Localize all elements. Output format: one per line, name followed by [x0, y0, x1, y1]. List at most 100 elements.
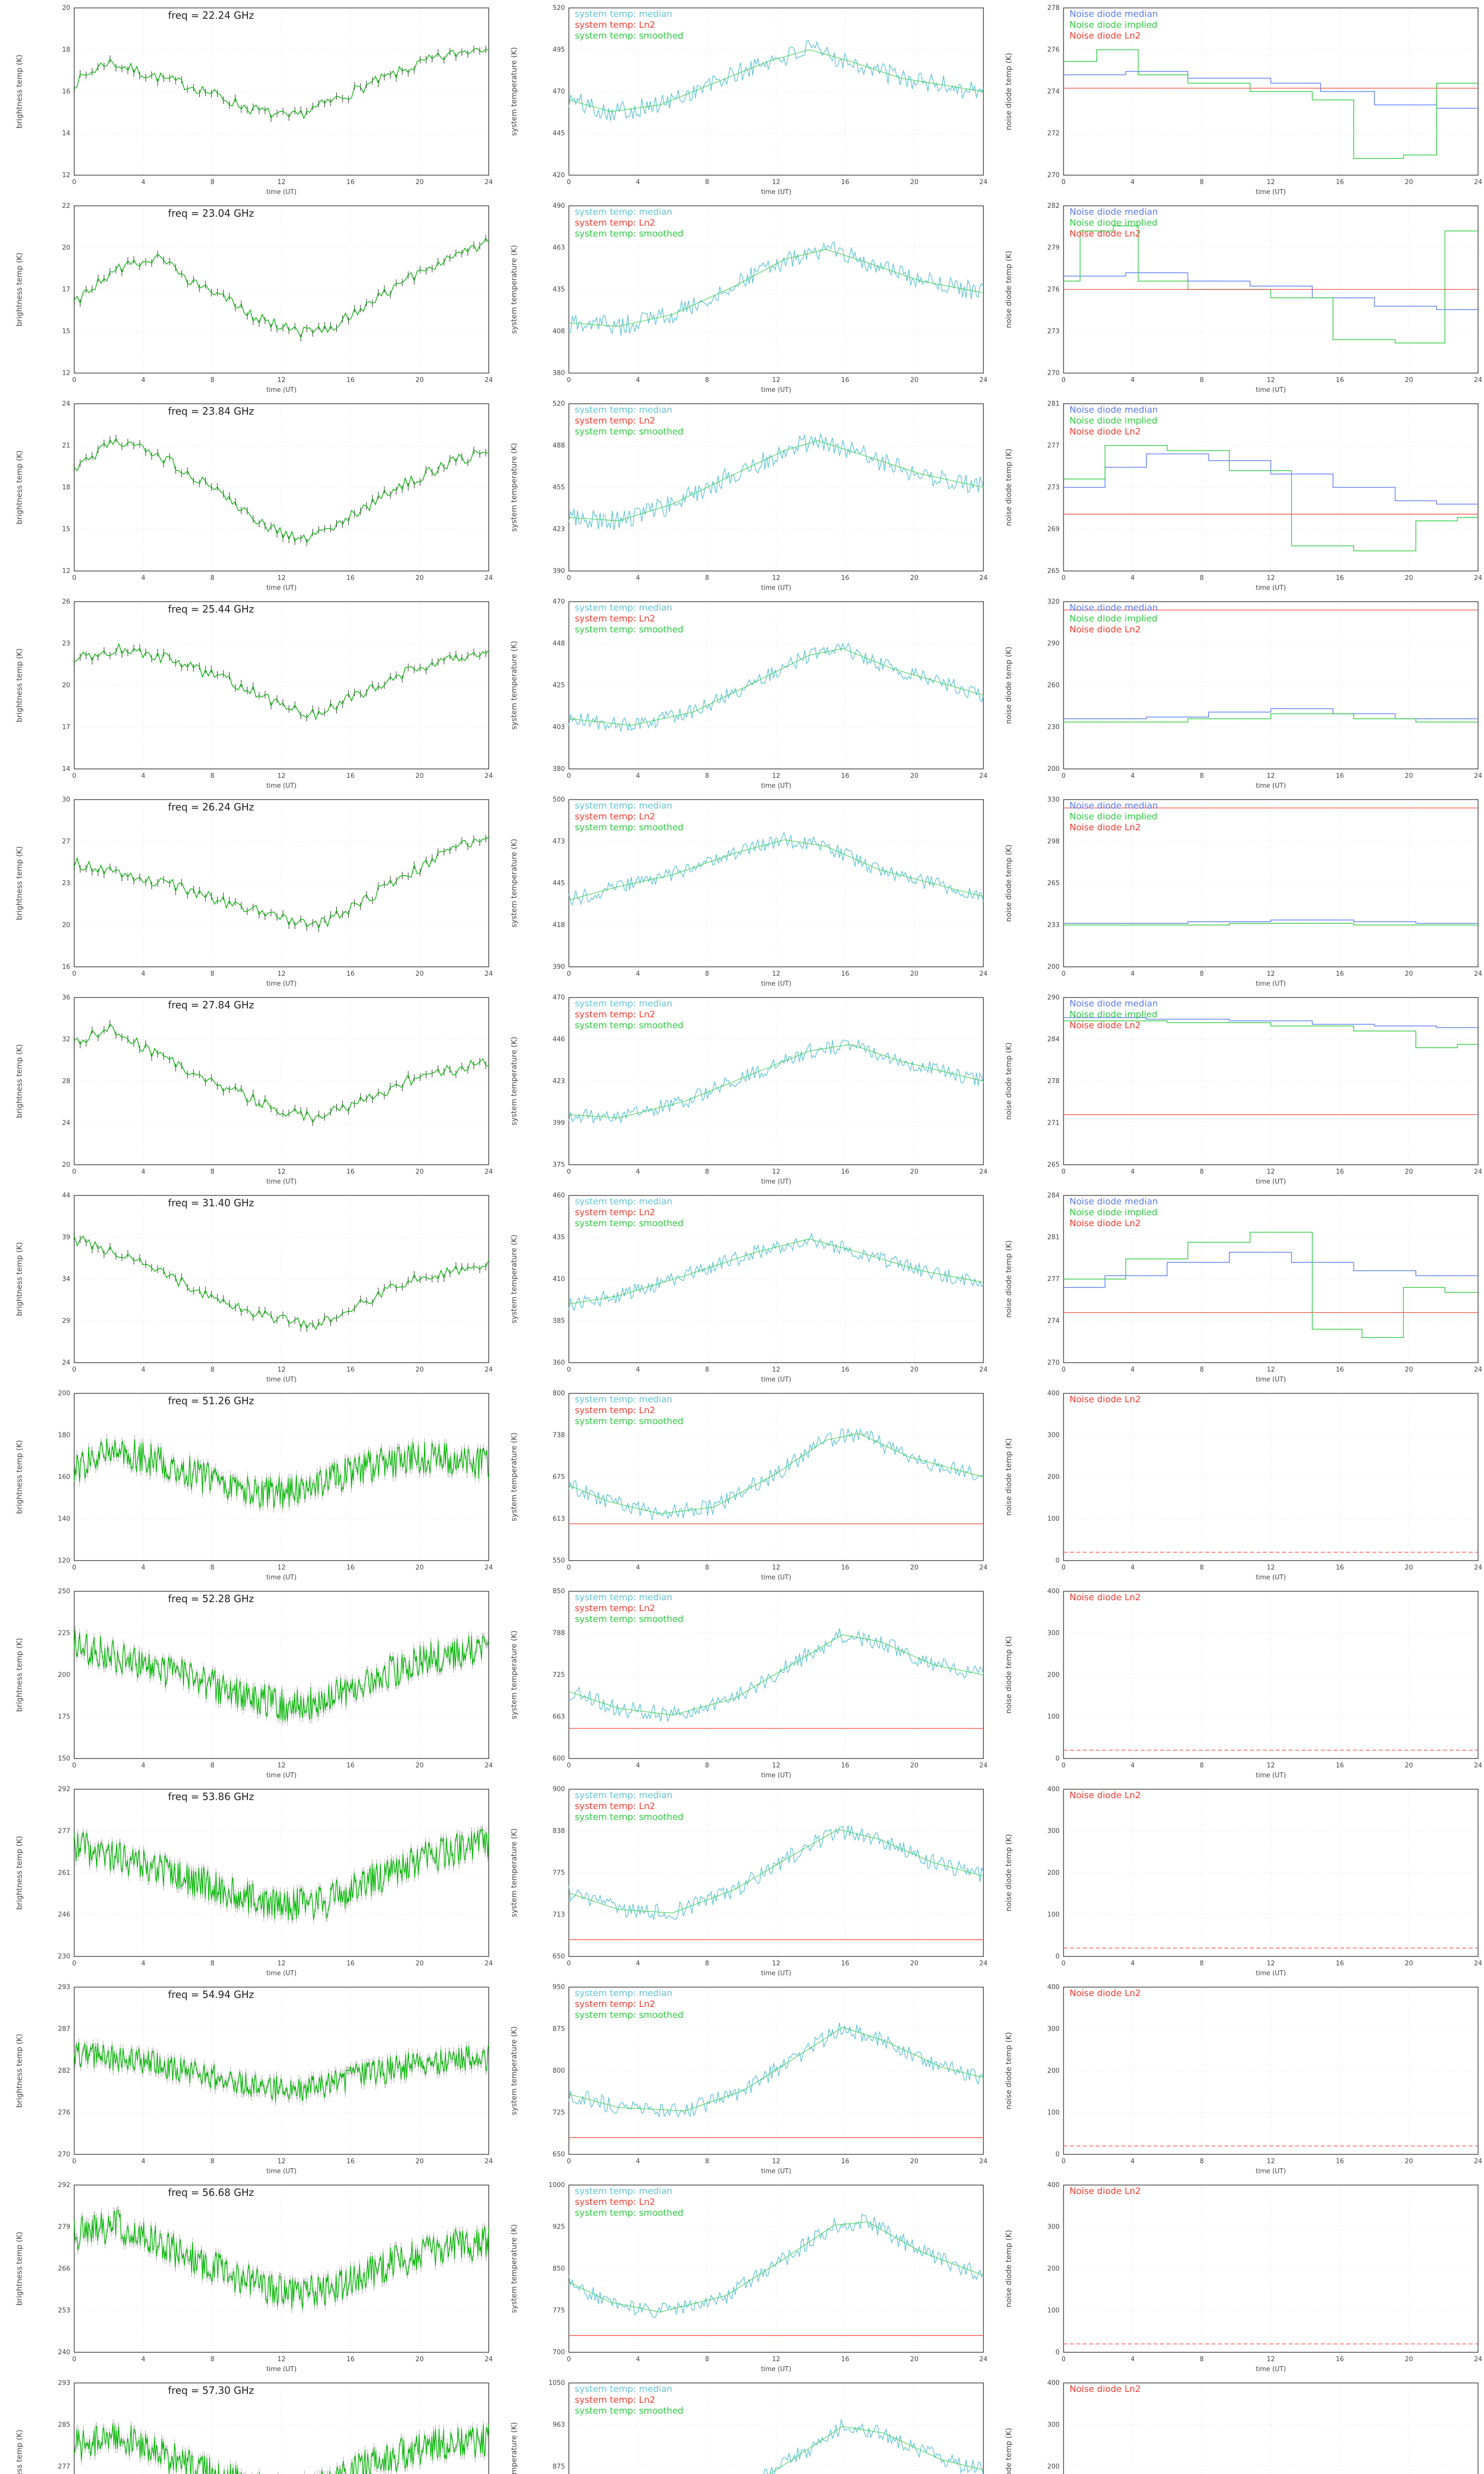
x-tick-label: 0	[72, 1366, 76, 1374]
systemp-panel: 0 4 8 12 16 20 24 375 399 423 446 470 system tempera…	[495, 990, 989, 1188]
legend-item: Noise diode implied	[1069, 811, 1158, 822]
plot-row-4: 0 4 8 12 16 20 24 14 17 20 23 26 brightness temp (K)…	[0, 594, 1484, 792]
brightness-series	[74, 1630, 489, 1722]
y-tick-label: 274	[1047, 88, 1060, 95]
error-bars	[74, 235, 486, 342]
x-tick-label: 4	[1131, 377, 1135, 384]
freq-title: freq = 23.84 GHz	[168, 405, 254, 417]
x-tick-label: 0	[72, 2158, 76, 2165]
plot-row-3: 0 4 8 12 16 20 24 12 15 18 21 24 brightness temp (K)…	[0, 396, 1484, 594]
error-bars	[74, 435, 486, 546]
y-tick-label: 270	[58, 2151, 70, 2158]
panel-r7-c3: 0 4 8 12 16 20 24 270 274 277 281 284 noise diode te…	[1004, 1192, 1482, 1383]
y-tick-label: 360	[553, 1359, 565, 1367]
axes-grid: 0 4 8 12 16 20 24 120 140 160 180 200	[58, 1390, 493, 1571]
y-tick-label: 279	[58, 2224, 70, 2231]
x-axis-label: time (UT)	[761, 1970, 791, 1977]
noise-diode-panel: 0 4 8 12 16 20 24 0 100 200 300 400 noise diode temp…	[989, 1583, 1484, 1781]
x-axis-label: time (UT)	[266, 189, 296, 196]
x-tick-label: 16	[841, 1762, 849, 1769]
x-tick-label: 20	[416, 772, 424, 780]
x-tick-label: 12	[772, 2158, 781, 2165]
y-tick-label: 26	[62, 598, 70, 606]
x-axis-label: time (UT)	[761, 1574, 791, 1581]
plot-row-13: 04812162024260268277285293brightness tem…	[0, 2375, 1484, 2474]
x-tick-label: 24	[979, 1366, 988, 1374]
x-tick-label: 4	[636, 179, 640, 186]
x-axis-label: time (UT)	[1255, 782, 1286, 790]
y-tick-label: 0	[1056, 1755, 1060, 1762]
x-tick-label: 20	[910, 2158, 919, 2165]
y-tick-label: 273	[1047, 484, 1060, 491]
plot-frame	[568, 1789, 984, 1957]
panel-r4-c1: 0 4 8 12 16 20 24 14 17 20 23 26 brightness temp (K)…	[15, 598, 493, 790]
x-tick-label: 24	[485, 1960, 493, 1967]
x-tick-label: 16	[1336, 1960, 1344, 1967]
systemp-panel: 0 4 8 12 16 20 24 700 775 850 925 1000 system temper…	[495, 2177, 989, 2375]
x-tick-label: 20	[416, 377, 424, 384]
plot-row-6: 0 4 8 12 16 20 24 20 24 28 32 36 brightness temp (K)…	[0, 990, 1484, 1188]
systemp-panel: 048121620247007888759631050system temper…	[495, 2375, 989, 2474]
x-tick-label: 24	[1474, 179, 1483, 186]
x-tick-label: 4	[1131, 2158, 1135, 2165]
x-tick-label: 8	[210, 970, 214, 978]
y-tick-label: 418	[553, 922, 565, 929]
y-tick-label: 725	[553, 2109, 565, 2117]
y-tick-label: 675	[553, 1474, 565, 1481]
x-tick-label: 20	[416, 1366, 424, 1374]
x-tick-label: 12	[1267, 970, 1275, 978]
y-tick-label: 435	[553, 1234, 565, 1241]
panel-r1-c1: 0 4 8 12 16 20 24 12 14 16 18 20 brightness temp (K)…	[15, 4, 493, 196]
freq-title: freq = 23.04 GHz	[168, 207, 254, 219]
x-tick-label: 20	[1405, 970, 1413, 978]
y-tick-label: 0	[1056, 2151, 1060, 2158]
x-tick-label: 20	[1405, 1366, 1413, 1374]
legend-item: system temp: Ln2	[575, 614, 655, 624]
y-tick-label: 380	[553, 765, 565, 773]
axes-grid: 0 4 8 12 16 20 24 24 29 34 39 44	[62, 1192, 493, 1374]
y-tick-label: 423	[553, 1078, 565, 1085]
y-tick-label: 36	[62, 994, 70, 1001]
x-tick-label: 0	[72, 1960, 76, 1967]
axes-grid: 0 4 8 12 16 20 24 360 385 410 435 460	[553, 1192, 987, 1374]
x-tick-label: 8	[705, 1366, 709, 1374]
y-tick-label: 22	[62, 202, 70, 210]
panel-r13-c2: 048121620247007888759631050system temper…	[510, 2379, 984, 2474]
y-axis-label: noise diode temp (K)	[1004, 1438, 1013, 1516]
y-axis-label: brightness temp (K)	[15, 2034, 24, 2107]
plot-row-2: 0 4 8 12 16 20 24 12 15 17 20 22 brightness temp (K)…	[0, 198, 1484, 396]
x-tick-label: 24	[485, 1168, 493, 1176]
y-tick-label: 800	[553, 2067, 565, 2075]
x-tick-label: 24	[979, 1168, 988, 1176]
x-axis-label: time (UT)	[761, 2366, 791, 2373]
y-tick-label: 120	[58, 1557, 70, 1565]
noise-diode-implied-series	[1064, 923, 1478, 926]
plot-frame	[74, 1591, 489, 1759]
x-tick-label: 4	[141, 574, 145, 582]
error-bars	[74, 2038, 489, 2106]
systemp-smoothed-series	[568, 440, 984, 522]
x-tick-label: 24	[1474, 1960, 1483, 1967]
x-tick-label: 20	[416, 2158, 424, 2165]
y-tick-label: 30	[62, 796, 70, 804]
axes-grid: 0 4 8 12 16 20 24 650 725 800 875 950	[553, 1984, 987, 2165]
x-tick-label: 8	[1200, 1366, 1204, 1374]
y-tick-label: 445	[553, 880, 565, 887]
x-tick-label: 20	[416, 970, 424, 978]
plot-frame	[1063, 997, 1479, 1165]
y-tick-label: 274	[1047, 1318, 1060, 1325]
noise-diode-median-series	[1064, 71, 1478, 109]
x-tick-label: 8	[210, 1960, 214, 1967]
y-tick-label: 200	[58, 1390, 70, 1397]
legend-item: system temp: median	[575, 1394, 672, 1405]
legend-item: system temp: median	[575, 1592, 672, 1603]
y-tick-label: 269	[1047, 526, 1060, 533]
plot-frame	[74, 2185, 489, 2353]
x-tick-label: 12	[1267, 1564, 1275, 1571]
systemp-median-series	[568, 40, 984, 121]
x-tick-label: 12	[278, 2158, 286, 2165]
x-tick-label: 8	[705, 970, 709, 978]
x-tick-label: 24	[485, 1564, 493, 1571]
x-tick-label: 4	[1131, 1960, 1135, 1967]
y-tick-label: 375	[553, 1161, 565, 1169]
